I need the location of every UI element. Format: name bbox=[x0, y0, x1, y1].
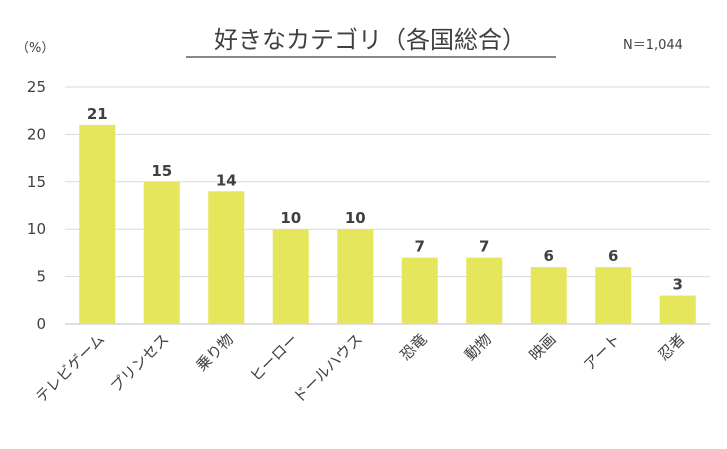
category-label: 忍者 bbox=[655, 330, 689, 364]
y-axis-unit-label: （%） bbox=[16, 41, 54, 56]
data-label: 14 bbox=[216, 171, 237, 189]
bar bbox=[530, 267, 567, 324]
y-tick-label: 0 bbox=[36, 315, 46, 333]
data-label: 6 bbox=[608, 247, 618, 265]
data-label: 7 bbox=[415, 238, 425, 256]
bar bbox=[466, 257, 503, 324]
data-label: 21 bbox=[87, 105, 108, 123]
category-label: テレビゲーム bbox=[32, 330, 108, 406]
bar bbox=[143, 181, 180, 324]
bar bbox=[337, 229, 374, 324]
category-label: 動物 bbox=[461, 330, 495, 364]
category-label: アート bbox=[580, 330, 624, 374]
y-tick-label: 25 bbox=[27, 78, 46, 96]
bar bbox=[595, 267, 632, 324]
category-label: ドールハウス bbox=[290, 330, 366, 406]
y-tick-label: 10 bbox=[27, 220, 46, 238]
bars bbox=[79, 124, 696, 324]
bar bbox=[208, 191, 245, 324]
category-label: 映画 bbox=[526, 330, 560, 364]
bar bbox=[401, 257, 438, 324]
data-label: 3 bbox=[673, 276, 683, 294]
bar bbox=[659, 295, 696, 324]
category-label: ヒーロー bbox=[246, 330, 301, 385]
category-label: プリンセス bbox=[107, 330, 173, 396]
category-label: 乗り物 bbox=[193, 330, 238, 375]
data-label: 10 bbox=[345, 209, 366, 227]
y-tick-label: 20 bbox=[27, 125, 46, 143]
bar bbox=[79, 124, 116, 324]
data-label: 10 bbox=[280, 209, 301, 227]
data-label: 6 bbox=[544, 247, 554, 265]
y-tick-label: 5 bbox=[36, 268, 46, 286]
data-label: 15 bbox=[151, 162, 172, 180]
sample-size-note: N＝1,044 bbox=[623, 38, 683, 53]
bar bbox=[272, 229, 309, 324]
data-label: 7 bbox=[479, 238, 489, 256]
data-labels: 21 15 14 10 10 7 7 6 6 3 bbox=[87, 105, 683, 294]
y-axis-ticks: 0 5 10 15 20 25 bbox=[27, 78, 46, 333]
category-label: 恐竜 bbox=[397, 330, 431, 364]
y-tick-label: 15 bbox=[27, 173, 46, 191]
chart-title: 好きなカテゴリ（各国総合） bbox=[214, 26, 526, 54]
